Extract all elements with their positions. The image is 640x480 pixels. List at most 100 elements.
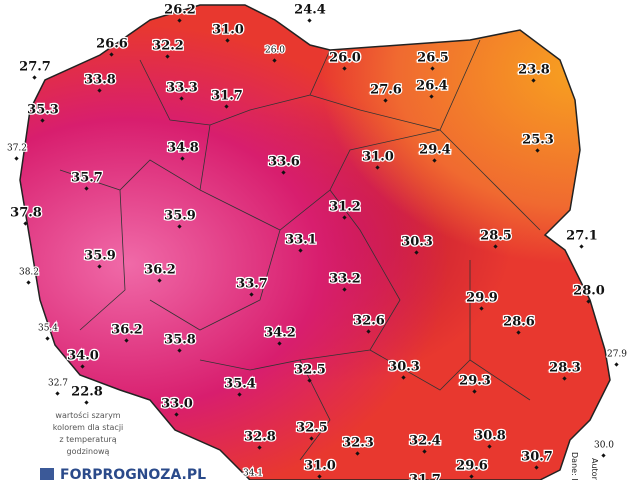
station-temp: 26.4 [416, 79, 448, 94]
station-temp: 32.8 [244, 430, 276, 445]
station-temp: 35.7 [71, 171, 103, 186]
station-dot [516, 330, 521, 335]
station-dot [535, 148, 540, 153]
legend-line: z temperaturą [59, 435, 116, 444]
station-dot [55, 391, 60, 396]
station-temp: 32.6 [353, 314, 385, 329]
station-temp: 31.0 [362, 150, 394, 165]
station-temp: 34.0 [67, 349, 99, 364]
station-dot [342, 215, 347, 220]
station-dot [586, 299, 591, 304]
station-dot [165, 54, 170, 59]
station-dot [487, 444, 492, 449]
station-temp: 33.6 [268, 155, 300, 170]
station-temp: 35.8 [164, 333, 196, 348]
station-temp: 24.4 [294, 3, 326, 18]
station-dot [277, 341, 282, 346]
station-dot [40, 118, 45, 123]
station-dot [157, 278, 162, 283]
station-temp: 35.9 [84, 249, 116, 264]
station-dot [307, 18, 312, 23]
station-temp: 27.9 [607, 350, 627, 360]
station-temp: 32.2 [152, 39, 184, 54]
station-temp: 34.8 [167, 141, 199, 156]
station-temp: 23.8 [518, 63, 550, 78]
station-dot [109, 52, 114, 57]
station-temp: 30.3 [401, 235, 433, 250]
station-dot [375, 165, 380, 170]
station-dot [177, 224, 182, 229]
station-temp: 31.2 [329, 200, 361, 215]
station-dot [23, 221, 28, 226]
station-dot [174, 412, 179, 417]
station-dot [534, 465, 539, 470]
station-temp: 31.7 [409, 473, 441, 480]
station-dot [414, 250, 419, 255]
station-dot [479, 306, 484, 311]
station-dot [317, 474, 322, 479]
station-temp: 35.4 [224, 377, 256, 392]
station-temp: 33.0 [161, 397, 193, 412]
station-dot [177, 348, 182, 353]
station-temp: 27.7 [19, 60, 51, 75]
legend-line: wartości szarym [55, 410, 120, 420]
station-dot [601, 453, 606, 458]
station-temp: 31.0 [212, 23, 244, 38]
station-dot [432, 158, 437, 163]
station-temp: 32.7 [48, 379, 68, 389]
station-dot [177, 18, 182, 23]
station-temp: 22.8 [71, 385, 103, 400]
station-dot [355, 451, 360, 456]
station-temp: 30.8 [474, 429, 506, 444]
station-temp: 33.2 [329, 272, 361, 287]
station-dot [401, 375, 406, 380]
logo[interactable]: FORPROGNOZA.PL [60, 467, 206, 480]
station-temp: 27.6 [370, 83, 402, 98]
station-temp: 26.2 [164, 3, 196, 18]
station-temp: 33.8 [84, 73, 116, 88]
station-dot [97, 88, 102, 93]
station-dot [298, 248, 303, 253]
station-labels: 26.2 31.0 24.4 26.6 32.2 26.0 26.0 26.5 27.7 33.8… [6, 1, 629, 480]
station-temp: 26.6 [96, 37, 128, 52]
station-dot [579, 244, 584, 249]
station-temp: 25.3 [522, 133, 554, 148]
station-dot [180, 156, 185, 161]
station-dot [224, 104, 229, 109]
station-temp: 26.0 [265, 46, 285, 56]
station-dot [84, 400, 89, 405]
legend-line: kolorem dla stacji [53, 423, 124, 432]
station-dot [14, 156, 19, 161]
station-dot [307, 378, 312, 383]
station-temp: 28.6 [503, 315, 535, 330]
station-temp: 26.0 [329, 51, 361, 66]
station-dot [257, 445, 262, 450]
station-dot [84, 186, 89, 191]
station-dot [309, 436, 314, 441]
station-temp: 32.3 [342, 436, 374, 451]
source: Dane: I [570, 452, 579, 480]
station-temp: 33.1 [285, 233, 317, 248]
facebook-icon[interactable] [40, 468, 54, 480]
station-temp: 35.3 [27, 103, 59, 118]
station-dot [469, 474, 474, 479]
station-dot [225, 38, 230, 43]
station-temp: 30.3 [388, 360, 420, 375]
station-temp: 30.0 [594, 441, 614, 451]
station-temp: 36.2 [111, 323, 143, 338]
station-temp: 32.5 [294, 363, 326, 378]
station-temp: 35.4 [38, 324, 58, 334]
station-dot [342, 287, 347, 292]
station-temp: 32.5 [296, 421, 328, 436]
station-dot [179, 96, 184, 101]
station-dot [26, 280, 31, 285]
station-temp: 34.1 [243, 469, 263, 479]
author: Autor [590, 458, 599, 480]
station-dot [366, 329, 371, 334]
station-dot [472, 389, 477, 394]
station-temp: 28.3 [549, 361, 581, 376]
station-dot [493, 244, 498, 249]
regions [59, 39, 541, 461]
station-dot [281, 170, 286, 175]
